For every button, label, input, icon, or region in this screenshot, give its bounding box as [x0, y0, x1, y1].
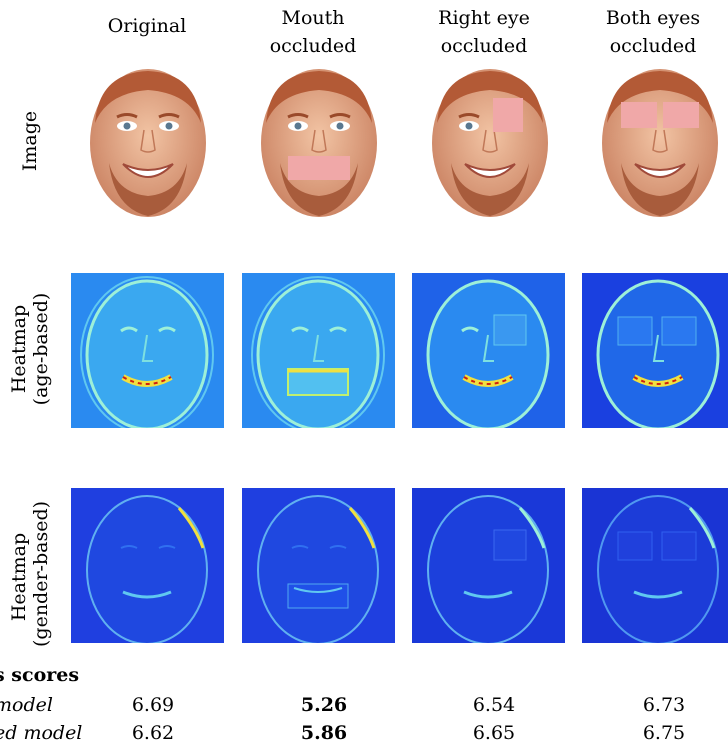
- column-header-both-eyes: Both eyes occluded: [578, 4, 728, 60]
- heatmap-gender-original: [71, 488, 224, 643]
- face-image-right-eye-occluded: [432, 69, 548, 217]
- score-value: 6.65: [472, 722, 516, 744]
- heatmap-age-original: [71, 273, 224, 428]
- column-header-line1: Right eye: [438, 7, 530, 29]
- column-header-original: Original: [72, 12, 222, 40]
- score-row-label: model: [0, 694, 53, 716]
- column-header-line2: occluded: [440, 35, 528, 57]
- row-label-line1: Image: [19, 110, 41, 172]
- column-header-mouth: Mouth occluded: [238, 4, 388, 60]
- occlusion-patch: [493, 98, 523, 132]
- score-row: model 6.69 5.26 6.54 6.73: [0, 694, 728, 724]
- score-value: 6.75: [642, 722, 686, 744]
- score-value: 6.69: [131, 694, 175, 716]
- column-header-right-eye: Right eye occluded: [409, 4, 559, 60]
- row-label-image: Image: [19, 101, 41, 181]
- face-image-mouth-occluded: [261, 69, 377, 217]
- score-value-best: 5.86: [300, 722, 348, 744]
- row-label-line1: Heatmap: [8, 304, 30, 394]
- score-value: 6.62: [131, 722, 175, 744]
- column-header-line1: Mouth: [281, 7, 345, 29]
- row-label-line1: Heatmap: [8, 532, 30, 622]
- row-label-age: Heatmap (age-based): [8, 289, 52, 409]
- column-header-line1: Both eyes: [605, 7, 701, 29]
- face-image-original: [90, 69, 206, 217]
- occlusion-patch: [663, 102, 699, 128]
- scores-title: s scores: [0, 664, 80, 686]
- heatmap-age-mouth-occluded: [242, 273, 395, 428]
- score-row-label: ed model: [0, 722, 83, 744]
- heatmap-gender-both-eyes-occluded: [582, 488, 728, 643]
- row-label-line2: (gender-based): [30, 500, 52, 647]
- score-value: 6.54: [472, 694, 516, 716]
- heatmap-gender-right-eye-occluded: [412, 488, 565, 643]
- column-header-line2: occluded: [269, 35, 357, 57]
- heatmap-age-both-eyes-occluded: [582, 273, 728, 428]
- heatmap-gender-mouth-occluded: [242, 488, 395, 643]
- occlusion-patch: [621, 102, 657, 128]
- score-row: ed model 6.62 5.86 6.65 6.75: [0, 722, 728, 752]
- heatmap-age-right-eye-occluded: [412, 273, 565, 428]
- occlusion-patch: [288, 156, 350, 180]
- face-image-both-eyes-occluded: [602, 69, 718, 217]
- score-value-best: 5.26: [300, 694, 348, 716]
- score-value: 6.73: [642, 694, 686, 716]
- row-label-gender: Heatmap (gender-based): [8, 500, 52, 647]
- column-header-line2: occluded: [609, 35, 697, 57]
- column-header-line1: Original: [107, 15, 187, 37]
- row-label-line2: (age-based): [30, 292, 52, 406]
